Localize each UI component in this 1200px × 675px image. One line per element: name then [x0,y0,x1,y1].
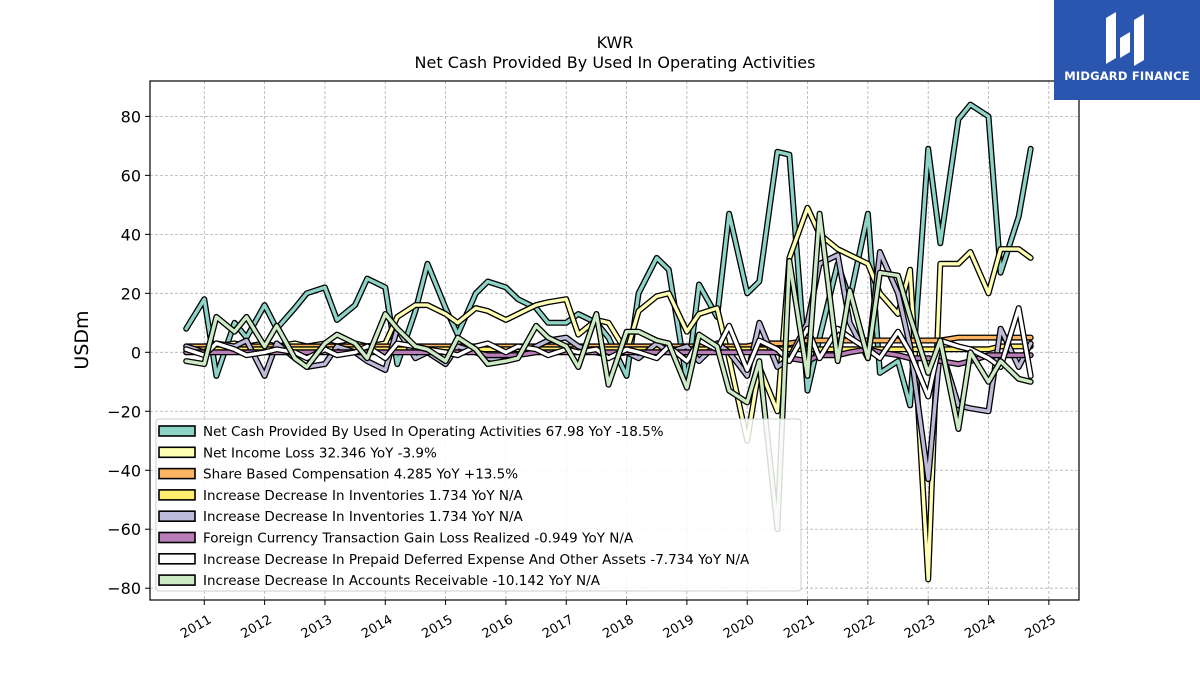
x-tick-label: 2021 [781,612,817,642]
legend-label: Increase Decrease In Prepaid Deferred Ex… [203,552,750,568]
legend-swatch [158,467,196,480]
y-tick-label: −20 [107,402,141,421]
x-tick-label: 2013 [299,612,335,642]
legend-label: Foreign Currency Transaction Gain Loss R… [203,531,634,547]
midgard-logo-icon [1106,12,1144,66]
legend-label: Increase Decrease In Inventories 1.734 Y… [203,509,524,525]
x-tick-label: 2018 [600,612,636,642]
x-tick-label: 2019 [661,612,697,642]
brand-name: MIDGARD FINANCE [1064,69,1190,83]
x-tick-label: 2011 [178,612,214,642]
y-tick-label: 60 [121,166,141,185]
chart-title: KWR [597,33,634,52]
legend-swatch [158,446,196,459]
legend-label: Share Based Compensation 4.285 YoY +13.5… [203,467,518,483]
legend-swatch [158,425,196,437]
y-tick-label: −80 [107,579,141,598]
chart-subtitle: Net Cash Provided By Used In Operating A… [415,53,816,72]
x-tick-label: 2025 [1023,612,1059,642]
legend-swatch [158,531,196,544]
y-tick-label: 20 [121,284,141,303]
x-tick-label: 2023 [902,612,938,642]
plot-frame [149,80,1080,601]
legend-label: Net Income Loss 32.346 YoY -3.9% [203,445,437,461]
y-axis-label: USDm [71,310,93,369]
brand-logo: MIDGARD FINANCE [1054,0,1200,100]
series-8-line [184,211,1033,531]
x-tick-label: 2020 [721,612,757,642]
y-tick-labels: 80 60 40 20 0 −20 −40 −60 −80 [107,107,141,598]
legend-swatch [158,552,196,565]
y-tick-label: 80 [121,107,141,126]
series-lines [183,101,1034,583]
x-tick-label: 2015 [419,612,455,642]
y-tick-label: −40 [107,461,141,480]
legend-swatch [158,489,196,501]
legend-label: Net Cash Provided By Used In Operating A… [203,424,664,440]
legend-swatch [158,510,196,523]
legend: Net Cash Provided By Used In Operating A… [155,418,802,592]
x-tick-label: 2014 [359,612,395,642]
series-7-line [184,306,1033,399]
y-tick-label: −60 [107,520,141,539]
legend-label: Increase Decrease In Accounts Receivable… [203,573,601,589]
legend-swatch [158,574,196,586]
x-tick-labels: 2011 2012 2013 2014 2015 2016 2017 2018 2019 2020… [178,612,1059,642]
x-tick-label: 2017 [540,612,576,642]
x-tick-label: 2022 [842,612,878,642]
x-tick-label: 2016 [480,612,516,642]
legend-label: Increase Decrease In Inventories 1.734 Y… [203,488,524,504]
series-1-line [184,102,1033,408]
y-tick-label: 0 [131,343,141,362]
y-tick-label: 40 [121,225,141,244]
legend-box [155,418,802,592]
x-tick-label: 2024 [962,612,998,642]
x-tick-label: 2012 [238,612,274,642]
